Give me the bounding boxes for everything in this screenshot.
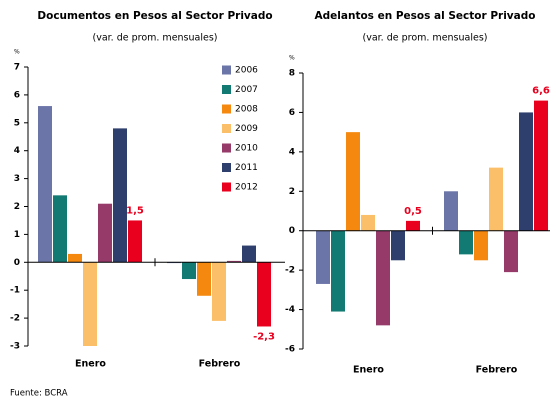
y-tick-label: 2 [14,202,20,212]
y-tick-label: 2 [289,187,295,197]
bar [459,230,473,255]
legend-swatch [222,163,231,172]
bar [98,203,112,263]
y-tick-label: -4 [285,305,295,315]
x-tick-label: Febrero [476,365,518,376]
legend-label: 2010 [235,144,258,154]
bar [391,230,405,261]
bar [519,112,533,231]
legend-label: 2007 [235,85,258,95]
y-tick-label: 3 [14,174,20,184]
bar [406,220,420,231]
y-tick-label: 4 [289,147,295,157]
source: Fuente: BCRA [10,389,68,399]
bar [376,230,390,326]
legend-label: 2009 [235,124,258,134]
value-label: 6,6 [532,86,550,97]
legend-swatch [222,143,231,153]
bar [212,262,226,321]
y-tick-label: 6 [289,108,295,118]
y-tick-label: -2 [285,266,295,276]
y-tick-label: 7 [14,63,20,73]
value-label: 0,5 [404,206,422,217]
value-label: 1,5 [126,205,144,216]
chart-title: Documentos en Pesos al Sector Privado [37,10,272,22]
bar [113,128,127,263]
bar [316,230,330,284]
bar [534,100,548,231]
y-tick-label: 8 [289,69,295,79]
y-tick-label: 5 [14,118,20,128]
bar [242,245,256,263]
bar [68,253,82,263]
bar [53,195,67,263]
bar [182,262,196,280]
legend-swatch [222,104,231,114]
legend-label: 2012 [235,183,258,193]
bar [346,132,360,231]
bar [361,214,375,231]
bar [331,230,345,312]
bar [128,220,142,263]
bar [444,191,458,231]
legend-swatch [222,124,231,133]
legend-swatch [222,85,231,94]
legend-label: 2011 [235,163,258,173]
value-label: -2,3 [253,331,275,342]
y-axis-label: % [289,55,295,62]
bar [197,262,211,296]
y-tick-label: -3 [10,342,20,352]
legend-label: 2006 [235,66,258,76]
y-tick-label: -6 [285,345,295,355]
bar [227,260,241,263]
bar [474,230,488,261]
y-tick-label: 4 [14,146,20,156]
y-tick-label: 1 [14,230,20,240]
y-axis-label: % [14,49,20,56]
x-tick-label: Febrero [199,359,241,370]
chart-subtitle: (var. de prom. mensuales) [362,33,487,44]
chart-subtitle: (var. de prom. mensuales) [92,33,217,44]
x-tick-label: Enero [75,359,106,370]
bar [38,106,52,263]
bar [504,230,518,273]
legend-swatch [222,182,231,192]
bar [489,167,503,231]
y-tick-label: 0 [14,258,20,268]
legend-label: 2008 [235,105,258,115]
bar [83,262,97,346]
y-tick-label: 0 [289,226,295,236]
legend-swatch [222,65,231,75]
chart-title: Adelantos en Pesos al Sector Privado [315,10,536,22]
bar [257,262,271,327]
x-tick-label: Enero [353,365,384,376]
y-tick-label: -1 [10,286,20,296]
y-tick-label: -2 [10,314,20,324]
y-tick-label: 6 [14,90,20,100]
